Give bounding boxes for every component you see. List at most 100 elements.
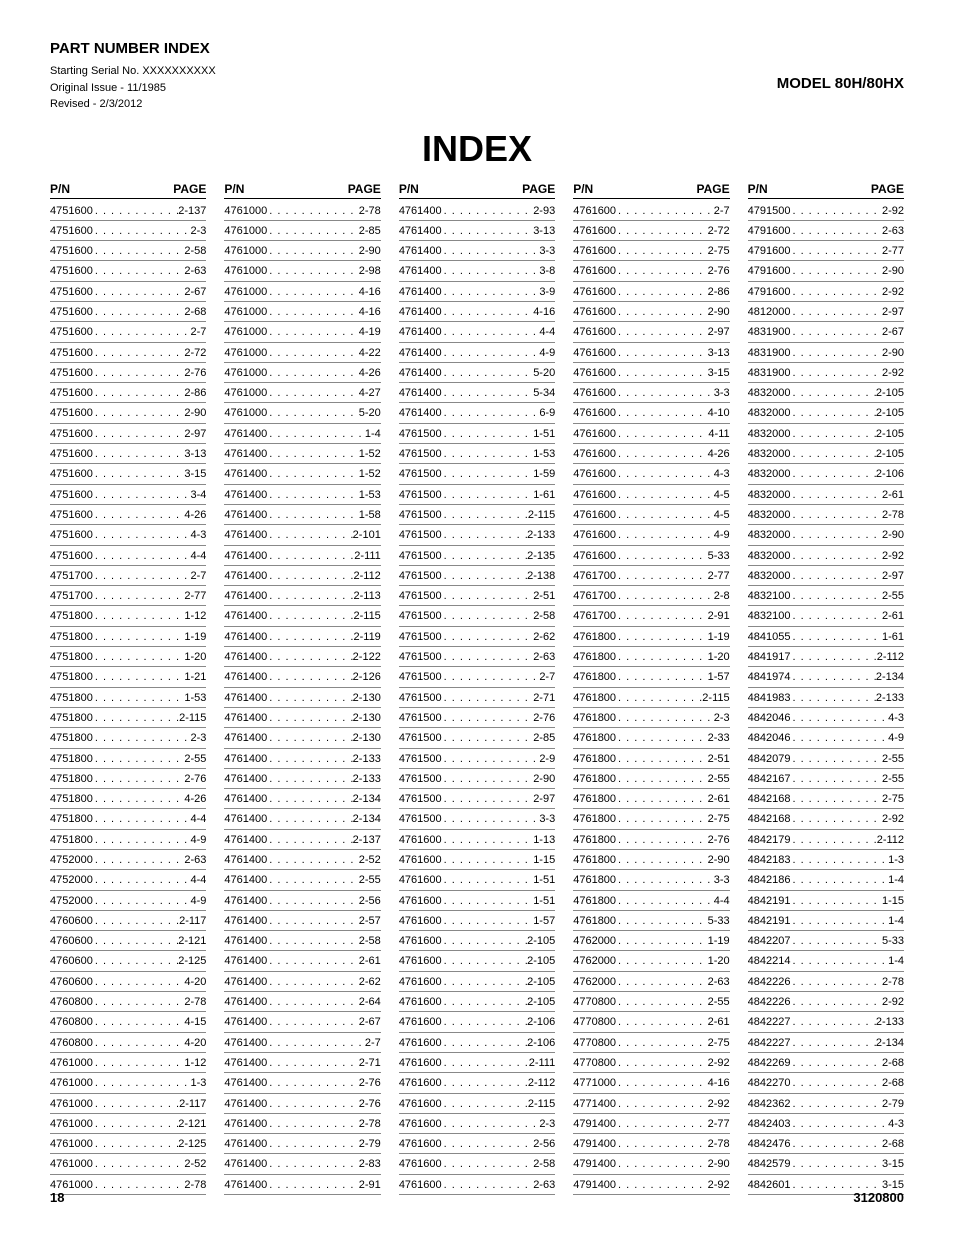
index-entry: 4771000 . . . . . . . . . . . . . . .4-1… bbox=[573, 1073, 729, 1093]
entry-page: 2-61 bbox=[882, 488, 904, 502]
index-entry: 4832000 . . . . . . . . . . . . . . .2-9… bbox=[748, 546, 904, 566]
index-entry: 4832000 . . . . . . . . . . . . . . .2-7… bbox=[748, 505, 904, 525]
index-entry: 4761800 . . . . . . . . . . . . . . .2-6… bbox=[573, 789, 729, 809]
entry-dots: . . . . . . . . . . . . . . . bbox=[442, 305, 534, 319]
entry-part-number: 4761400 bbox=[224, 833, 267, 847]
entry-dots: . . . . . . . . . . . . . . . bbox=[267, 366, 359, 380]
entry-page: 2-67 bbox=[184, 285, 206, 299]
column-header: P/NPAGE bbox=[224, 182, 380, 199]
entry-dots: . . . . . . . . . . . . . . . bbox=[267, 1117, 359, 1131]
entry-part-number: 4761500 bbox=[399, 488, 442, 502]
entry-part-number: 4761400 bbox=[399, 244, 442, 258]
header-pn: P/N bbox=[399, 182, 419, 196]
index-entry: 4761600 . . . . . . . . . . . . . . .2-7… bbox=[573, 221, 729, 241]
entry-part-number: 4761600 bbox=[573, 325, 616, 339]
index-entry: 4761600 . . . . . . . . . . . . . . .3-1… bbox=[573, 363, 729, 383]
index-entry: 4751800 . . . . . . . . . . . . . . .4-2… bbox=[50, 789, 206, 809]
index-entry: 4761500 . . . . . . . . . . . . . . .2-8… bbox=[399, 728, 555, 748]
entry-dots: . . . . . . . . . . . . . . . bbox=[93, 934, 178, 948]
index-entry: 4761400 . . . . . . . . . . . . . . .1-5… bbox=[224, 485, 380, 505]
entry-part-number: 4761400 bbox=[224, 549, 267, 563]
entry-dots: . . . . . . . . . . . . . . . bbox=[267, 873, 359, 887]
entry-dots: . . . . . . . . . . . . . . . bbox=[616, 427, 708, 441]
index-entry: 4761600 . . . . . . . . . . . . . . .4-2… bbox=[573, 444, 729, 464]
entry-part-number: 4791600 bbox=[748, 224, 791, 238]
entry-page: 2-55 bbox=[882, 589, 904, 603]
entry-page: 3-15 bbox=[184, 467, 206, 481]
entry-page: 2-101 bbox=[353, 528, 381, 542]
entry-page: 2-85 bbox=[533, 731, 555, 745]
index-entry: 4761000 . . . . . . . . . . . . . . .2-1… bbox=[50, 1094, 206, 1114]
entry-part-number: 4842269 bbox=[748, 1056, 791, 1070]
index-entry: 4761400 . . . . . . . . . . . . . . .6-9 bbox=[399, 403, 555, 423]
index-entry: 4842191 . . . . . . . . . . . . . . .1-1… bbox=[748, 891, 904, 911]
index-entry: 4761600 . . . . . . . . . . . . . . .4-3 bbox=[573, 464, 729, 484]
index-entry: 4761500 . . . . . . . . . . . . . . .3-3 bbox=[399, 809, 555, 829]
entry-part-number: 4761400 bbox=[224, 427, 267, 441]
entry-part-number: 4761400 bbox=[224, 792, 267, 806]
entry-part-number: 4760800 bbox=[50, 995, 93, 1009]
index-entry: 4791500 . . . . . . . . . . . . . . .2-9… bbox=[748, 201, 904, 221]
entry-page: 2-92 bbox=[882, 549, 904, 563]
header-page: PAGE bbox=[522, 182, 555, 196]
entry-part-number: 4842579 bbox=[748, 1157, 791, 1171]
index-entry: 4842168 . . . . . . . . . . . . . . .2-9… bbox=[748, 809, 904, 829]
index-entry: 4751800 . . . . . . . . . . . . . . .1-2… bbox=[50, 647, 206, 667]
entry-page: 2-83 bbox=[359, 1157, 381, 1171]
entry-part-number: 4760800 bbox=[50, 1036, 93, 1050]
entry-page: 4-5 bbox=[714, 508, 730, 522]
entry-part-number: 4761600 bbox=[399, 873, 442, 887]
entry-page: 4-9 bbox=[714, 528, 730, 542]
index-entry: 4771400 . . . . . . . . . . . . . . .2-9… bbox=[573, 1094, 729, 1114]
entry-dots: . . . . . . . . . . . . . . . bbox=[616, 325, 708, 339]
entry-dots: . . . . . . . . . . . . . . . bbox=[93, 528, 191, 542]
entry-page: 2-90 bbox=[882, 346, 904, 360]
entry-dots: . . . . . . . . . . . . . . . bbox=[616, 447, 708, 461]
index-title: INDEX bbox=[50, 128, 904, 170]
entry-page: 1-51 bbox=[533, 873, 555, 887]
entry-dots: . . . . . . . . . . . . . . . bbox=[93, 975, 185, 989]
entry-page: 3-13 bbox=[708, 346, 730, 360]
entry-part-number: 4761600 bbox=[573, 346, 616, 360]
index-entry: 4832100 . . . . . . . . . . . . . . .2-6… bbox=[748, 606, 904, 626]
entry-dots: . . . . . . . . . . . . . . . bbox=[616, 406, 708, 420]
entry-page: 2-105 bbox=[876, 427, 904, 441]
entry-part-number: 4761600 bbox=[573, 285, 616, 299]
entry-part-number: 4761700 bbox=[573, 609, 616, 623]
index-entry: 4761000 . . . . . . . . . . . . . . .4-2… bbox=[224, 343, 380, 363]
entry-part-number: 4761400 bbox=[224, 528, 267, 542]
entry-page: 2-126 bbox=[353, 670, 381, 684]
entry-part-number: 4761600 bbox=[573, 467, 616, 481]
entry-dots: . . . . . . . . . . . . . . . bbox=[267, 386, 359, 400]
entry-page: 2-63 bbox=[184, 264, 206, 278]
entry-page: 3-3 bbox=[539, 244, 555, 258]
entry-part-number: 4751600 bbox=[50, 244, 93, 258]
entry-page: 4-16 bbox=[708, 1076, 730, 1090]
index-entry: 4761700 . . . . . . . . . . . . . . .2-9… bbox=[573, 606, 729, 626]
index-entry: 4761400 . . . . . . . . . . . . . . .3-8 bbox=[399, 261, 555, 281]
entry-dots: . . . . . . . . . . . . . . . bbox=[790, 285, 882, 299]
index-entry: 4761000 . . . . . . . . . . . . . . .4-2… bbox=[224, 383, 380, 403]
entry-page: 4-20 bbox=[184, 1036, 206, 1050]
entry-page: 2-63 bbox=[708, 975, 730, 989]
entry-dots: . . . . . . . . . . . . . . . bbox=[790, 264, 882, 278]
entry-part-number: 4752000 bbox=[50, 873, 93, 887]
entry-page: 1-19 bbox=[708, 630, 730, 644]
entry-page: 2-7 bbox=[365, 1036, 381, 1050]
entry-part-number: 4761400 bbox=[399, 325, 442, 339]
entry-page: 2-90 bbox=[533, 772, 555, 786]
entry-dots: . . . . . . . . . . . . . . . bbox=[442, 508, 528, 522]
entry-part-number: 4761400 bbox=[224, 975, 267, 989]
entry-dots: . . . . . . . . . . . . . . . bbox=[790, 406, 875, 420]
entry-page: 2-90 bbox=[882, 264, 904, 278]
index-entry: 4761400 . . . . . . . . . . . . . . .2-1… bbox=[224, 627, 380, 647]
entry-part-number: 4761400 bbox=[224, 954, 267, 968]
entry-page: 2-92 bbox=[882, 812, 904, 826]
entry-page: 3-3 bbox=[714, 386, 730, 400]
index-entry: 4770800 . . . . . . . . . . . . . . .2-9… bbox=[573, 1053, 729, 1073]
index-entry: 4791400 . . . . . . . . . . . . . . .2-7… bbox=[573, 1134, 729, 1154]
entry-page: 1-4 bbox=[888, 954, 904, 968]
entry-page: 2-117 bbox=[179, 914, 206, 928]
entry-dots: . . . . . . . . . . . . . . . bbox=[267, 995, 359, 1009]
index-entry: 4761000 . . . . . . . . . . . . . . .2-1… bbox=[50, 1134, 206, 1154]
